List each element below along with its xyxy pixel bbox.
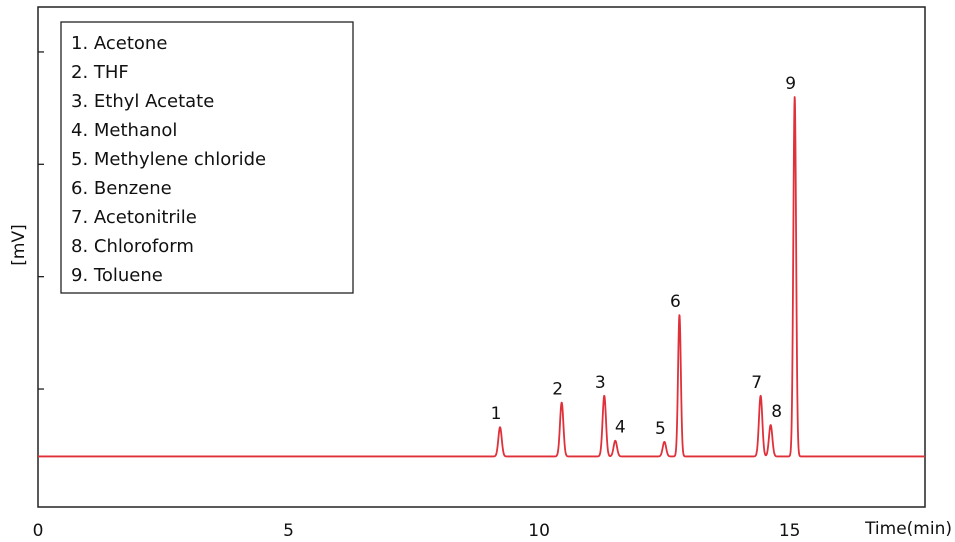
peak-label-1: 1 bbox=[491, 404, 502, 424]
legend-entry: 4. Methanol bbox=[71, 120, 177, 141]
x-tick-label: 15 bbox=[779, 521, 801, 541]
peak-label-8: 8 bbox=[771, 402, 782, 422]
legend: 1. Acetone 2. THF 3. Ethyl Acetate 4. Metha… bbox=[60, 21, 354, 294]
peak-label-7: 7 bbox=[751, 373, 762, 393]
peak-label-4: 4 bbox=[615, 418, 626, 438]
x-tick-label: 5 bbox=[283, 521, 294, 541]
peak-label-2: 2 bbox=[552, 380, 563, 400]
legend-entry: 6. Benzene bbox=[71, 178, 172, 199]
peak-label-9: 9 bbox=[785, 74, 796, 94]
legend-entry: 2. THF bbox=[71, 62, 129, 83]
legend-entry: 9. Toluene bbox=[71, 265, 163, 286]
x-tick-label: 10 bbox=[528, 521, 550, 541]
legend-entry: 7. Acetonitrile bbox=[71, 207, 197, 228]
x-axis-tick-labels: 0 5 10 15 bbox=[33, 521, 801, 541]
peak-label-3: 3 bbox=[595, 373, 606, 393]
y-axis-ticks bbox=[38, 51, 44, 390]
peak-labels: 1 2 3 4 5 6 78 9 bbox=[491, 74, 796, 439]
legend-entry: 3. Ethyl Acetate bbox=[71, 91, 214, 112]
legend-box bbox=[60, 21, 354, 294]
peak-label-6: 6 bbox=[670, 292, 681, 312]
peak-label-5: 5 bbox=[655, 419, 666, 439]
legend-entry: 5. Methylene chloride bbox=[71, 149, 266, 170]
plot-frame bbox=[37, 6, 926, 508]
x-tick-label: 0 bbox=[33, 521, 44, 541]
legend-entry: 1. Acetone bbox=[71, 33, 167, 54]
x-axis-label: Time(min) bbox=[864, 519, 952, 539]
y-axis-label: [mV] bbox=[9, 224, 29, 265]
signal-trace bbox=[37, 96, 926, 458]
legend-entry: 8. Chloroform bbox=[71, 236, 194, 257]
